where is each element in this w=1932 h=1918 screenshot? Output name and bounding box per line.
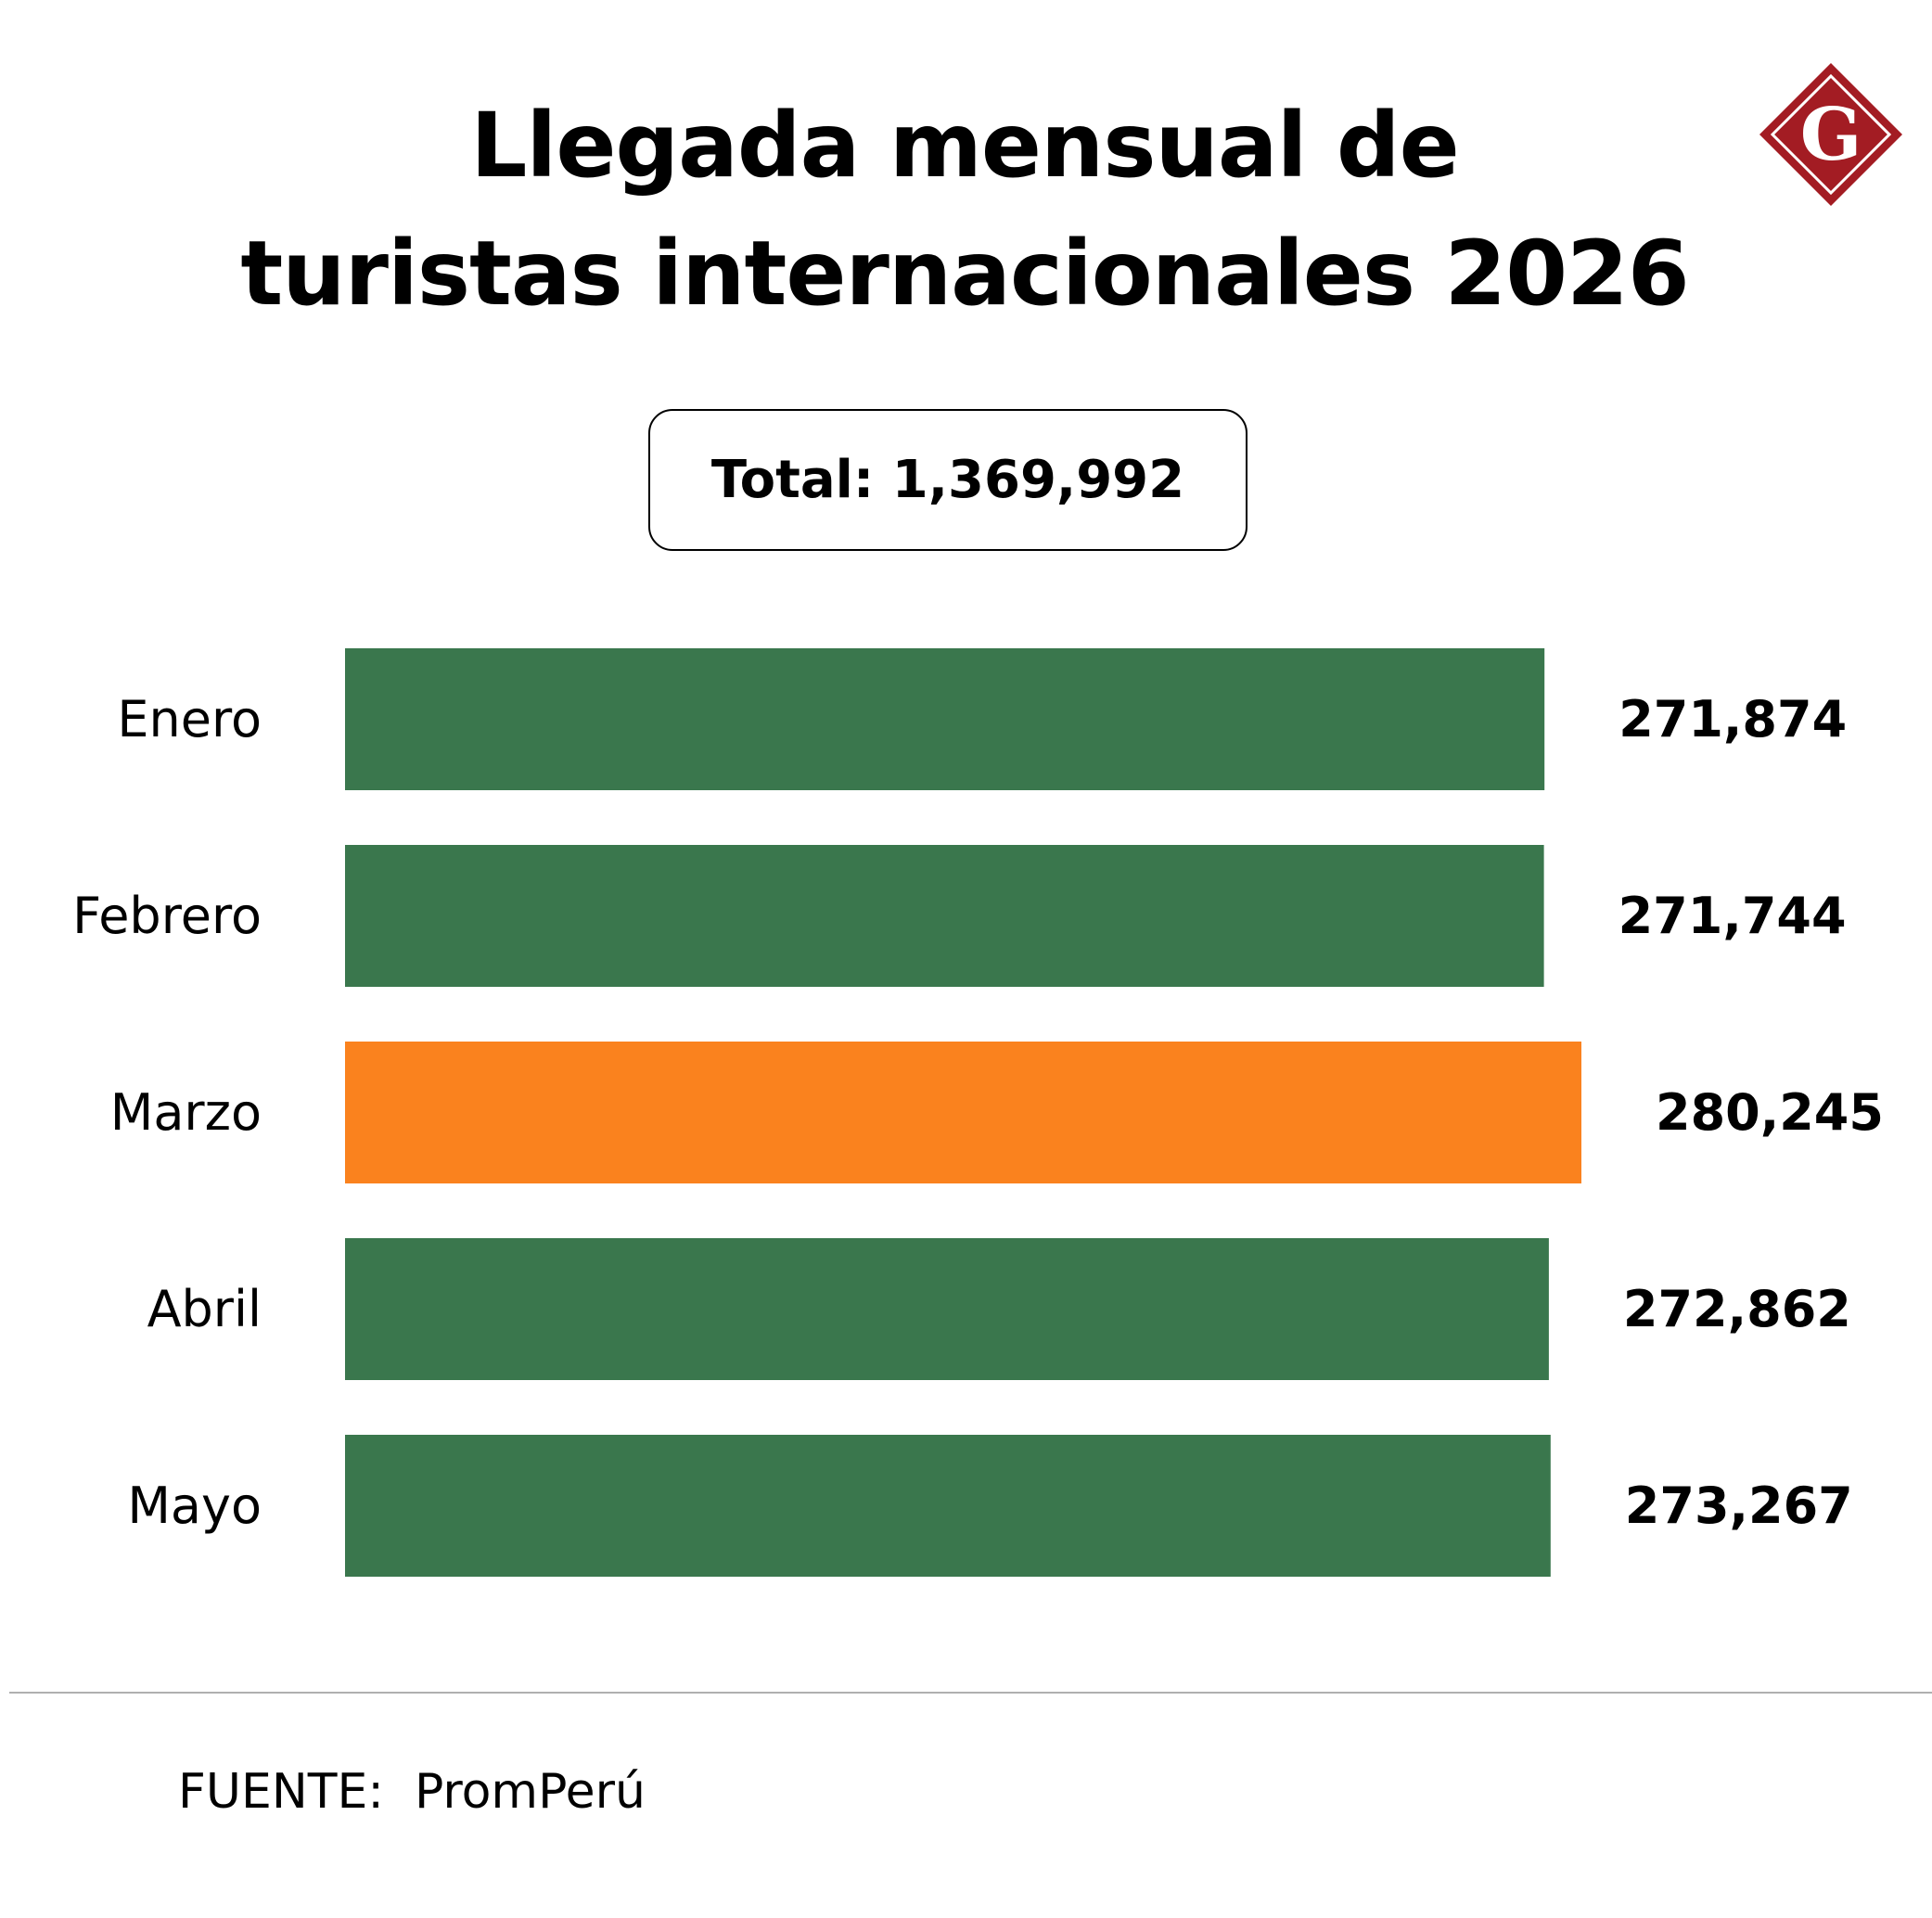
bar-mayo xyxy=(345,1435,1551,1577)
bar-enero xyxy=(345,648,1545,790)
source-note: FUENTE: PromPerú xyxy=(178,1764,646,1820)
total-label: Total: xyxy=(710,450,875,510)
footer-divider xyxy=(9,1692,1932,1694)
category-label-marzo: Marzo xyxy=(110,1083,262,1142)
category-label-febrero: Febrero xyxy=(72,887,262,945)
chart-title-line-1: Llegada mensual de xyxy=(470,94,1460,198)
chart-title-line-2: turistas internacionales 2026 xyxy=(240,222,1689,326)
bar-marzo xyxy=(345,1042,1581,1183)
bar-abril xyxy=(345,1238,1549,1380)
value-label-abril: 272,862 xyxy=(1623,1280,1851,1338)
value-label-enero: 271,874 xyxy=(1619,690,1847,748)
bar-chart: Enero 271,874 Febrero 271,744 Marzo 280,245 Ab… xyxy=(72,648,1884,1577)
source-label: FUENTE: xyxy=(178,1764,384,1820)
total-badge: Total: 1,369,992 xyxy=(648,409,1247,551)
value-label-marzo: 280,245 xyxy=(1656,1083,1884,1142)
value-label-mayo: 273,267 xyxy=(1625,1477,1853,1535)
value-label-febrero: 271,744 xyxy=(1619,887,1847,945)
logo-letter: G xyxy=(1800,93,1862,177)
logo-diamond-border xyxy=(1770,73,1892,196)
bar-febrero xyxy=(345,845,1544,987)
source-value: PromPerú xyxy=(414,1764,646,1820)
category-label-enero: Enero xyxy=(117,690,262,748)
brand-logo: G xyxy=(1759,63,1902,206)
chart-title: Llegada mensual de turistas internaciona… xyxy=(111,82,1818,338)
logo-diamond-icon xyxy=(1759,63,1902,206)
total-value: 1,369,992 xyxy=(891,450,1185,510)
category-label-abril: Abril xyxy=(147,1280,262,1338)
category-label-mayo: Mayo xyxy=(127,1477,262,1535)
